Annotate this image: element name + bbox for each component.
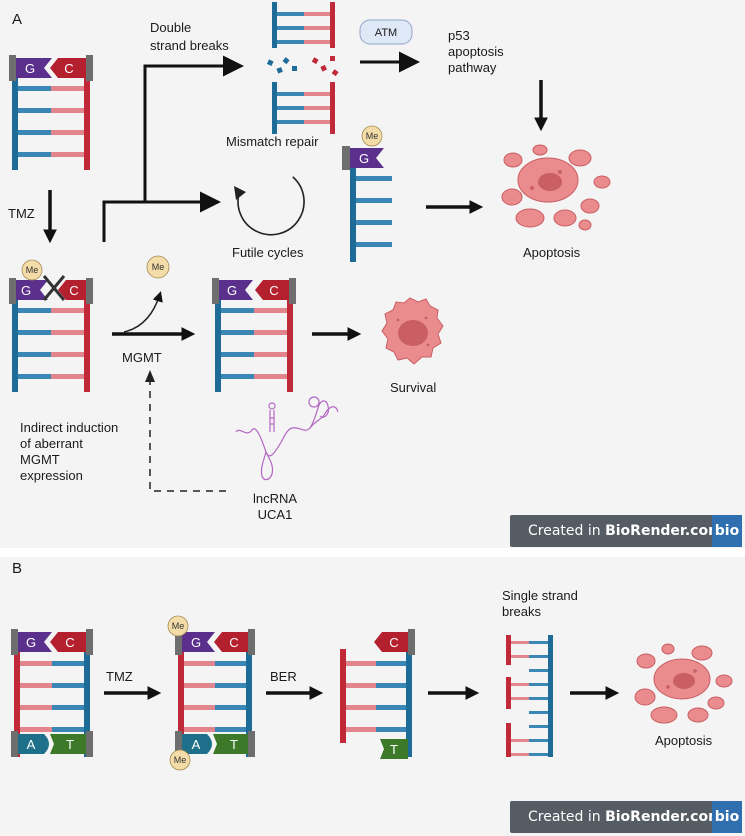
svg-text:pathway: pathway [448,60,497,75]
svg-text:ATM: ATM [375,27,397,39]
svg-text:G: G [359,151,369,166]
biorender-watermark: Created in BioRender.com bio [510,515,742,547]
svg-text:T: T [230,737,238,752]
svg-text:G: G [26,635,36,650]
svg-text:Double: Double [150,20,191,35]
tmz-label: TMZ [8,206,35,221]
methyl-group [169,749,191,771]
svg-text:Me: Me [172,621,185,631]
cytosine-block [50,58,86,78]
svg-text:BER: BER [270,669,297,684]
dna-duplex-b: G C A T [11,629,93,757]
svg-text:Apoptosis: Apoptosis [655,733,713,748]
svg-text:strand breaks: strand breaks [150,38,229,53]
lncrna-structure-icon [235,396,339,481]
svg-text:Me: Me [366,131,379,141]
svg-text:G: G [191,635,201,650]
svg-text:C: C [389,635,398,650]
svg-text:breaks: breaks [502,604,542,619]
methyl-group [167,615,189,637]
svg-text:MGMT: MGMT [20,452,60,467]
methylated-dna-b: G C A T Me Me [167,615,255,771]
methylated-dna: G C Me [9,259,93,392]
svg-text:Indirect induction: Indirect induction [20,420,118,435]
svg-text:expression: expression [20,468,83,483]
apoptotic-cell-icon [501,144,611,231]
repaired-dna: G C [212,278,296,392]
branch-double-strand [102,55,244,242]
svg-text:A: A [27,737,36,752]
svg-text:A: A [192,737,201,752]
released-methyl [146,255,170,279]
svg-text:Futile cycles: Futile cycles [232,245,304,260]
single-strand-breaks [506,635,553,757]
svg-text:C: C [69,283,78,298]
panel-b-diagram: B G C A T TMZ G C A T [11,560,733,771]
panel-a-diagram: A G C TMZ G C Me Double [8,2,611,522]
svg-text:G: G [227,283,237,298]
methyl-group [21,259,43,281]
svg-text:C: C [269,283,278,298]
svg-text:C: C [65,635,74,650]
panel-a: A G C TMZ G C Me Double [0,0,745,548]
excised-dna: C T [340,629,415,759]
surviving-cell-icon [381,297,444,365]
svg-text:Me: Me [152,262,165,272]
single-strand-methylated: G Me [342,125,392,262]
panel-b-letter: B [12,560,22,577]
svg-text:C: C [229,635,238,650]
panel-b: B G C A T TMZ G C A T [0,557,745,836]
futile-cycle-icon [237,176,305,236]
svg-text:UCA1: UCA1 [258,507,293,522]
svg-text:MGMT: MGMT [122,350,162,365]
svg-text:lncRNA: lncRNA [253,491,297,506]
apoptotic-cell-icon [634,643,733,724]
svg-text:p53: p53 [448,28,470,43]
svg-text:TMZ: TMZ [106,669,133,684]
lncrna-regulation-line [149,376,226,492]
svg-text:Me: Me [174,755,187,765]
biorender-logo-icon: bio [712,801,742,833]
guanine-block [16,58,52,78]
svg-text:Mismatch repair: Mismatch repair [226,134,319,149]
guanine-label: G [25,61,35,76]
biorender-watermark: Created in BioRender.com bio [510,801,742,833]
svg-text:Apoptosis: Apoptosis [523,245,581,260]
atm-pill [359,19,413,45]
svg-text:Single strand: Single strand [502,588,578,603]
double-strand-break-dna [266,2,339,134]
svg-text:T: T [66,737,74,752]
svg-text:Me: Me [26,265,39,275]
dna-duplex: G C [9,55,93,170]
svg-text:Survival: Survival [390,380,436,395]
svg-text:apoptosis: apoptosis [448,44,504,59]
panel-a-letter: A [12,11,22,28]
biorender-logo-icon: bio [712,515,742,547]
cytosine-label: C [64,61,73,76]
svg-text:T: T [390,742,398,757]
svg-text:G: G [21,283,31,298]
methyl-group [361,125,383,147]
svg-text:of aberrant: of aberrant [20,436,83,451]
